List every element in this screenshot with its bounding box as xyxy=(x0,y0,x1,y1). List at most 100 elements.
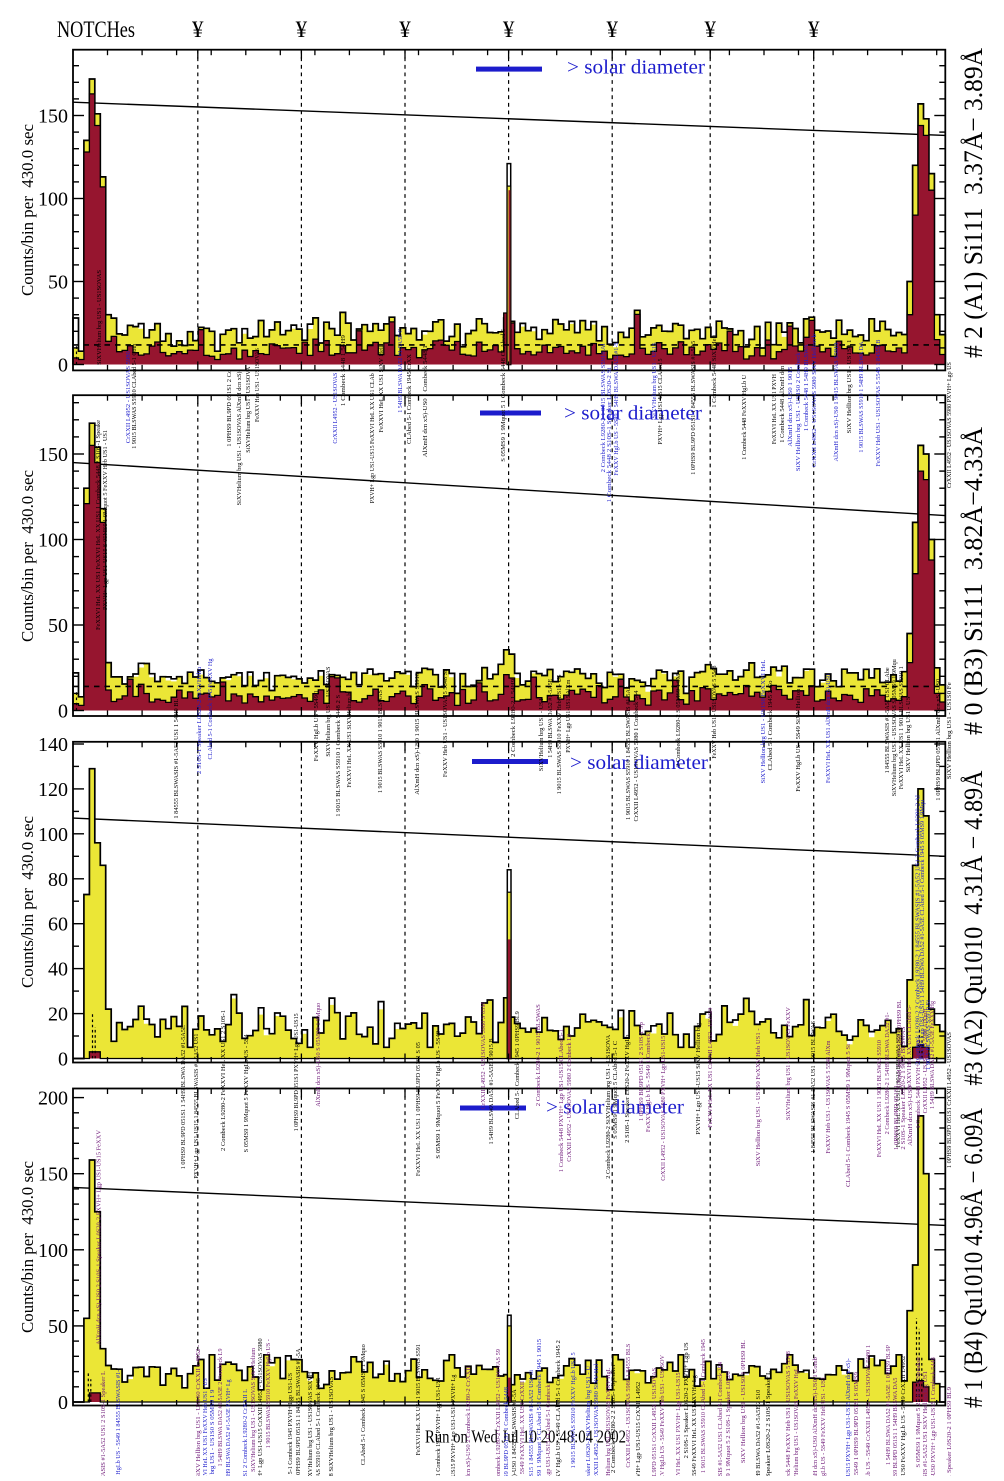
svg-text:2 Combeck L9280-2 2 S10S-1 Sp: 2 Combeck L9280-2 2 S10S-1 Speaker xyxy=(610,1363,617,1473)
svg-text:1 0PHS9 BL9PD 051S1 1 54H9 BL: 1 0PHS9 BL9PD 051S1 1 54H9 BLSWA DA52 #1… xyxy=(180,1025,187,1169)
svg-text:1 Combeck 5448 PXVH+ Lgp US1-: 1 Combeck 5448 PXVH+ Lgp US1- xyxy=(915,1038,922,1129)
svg-text:FeXXV Heb US1 - US1SOVAS 5 554: FeXXV Heb US1 - US1SOVAS 5 5548 Si xyxy=(442,670,449,777)
svg-text:FeXXV HgLb US - 5S49 SiXV Hel: FeXXV HgLb US - 5S49 SiXV Hellion xyxy=(795,688,802,792)
svg-text:60: 60 xyxy=(48,914,68,936)
svg-text:100: 100 xyxy=(38,1240,68,1262)
svg-text:2 S10S-1 Speaker L0S20-2 SiXV: 2 S10S-1 Speaker L0S20-2 SiXVHeliu xyxy=(196,666,203,774)
svg-text:S 05MS9 1 9Mquot 5 2 S10S-1 S: S 05MS9 1 9Mquot 5 2 S10S-1 Speaker L0S2… xyxy=(725,1371,732,1476)
svg-text:1 84555 BLSWASIS #1-5A52 US1: 1 84555 BLSWASIS #1-5A52 US1 CLAbe xyxy=(884,667,891,773)
svg-text:Counts/bin per 430.0 sec: Counts/bin per 430.0 sec xyxy=(18,1161,37,1333)
svg-text:PXVH+ Lgp US1-US15 AlXm: PXVH+ Lgp US1-US15 AlXm xyxy=(565,679,572,753)
svg-text:S 05MS9 1 9Mquot 5 1 Combeck: S 05MS9 1 9Mquot 5 1 Combeck 5448 CLAbed… xyxy=(500,328,507,462)
svg-text:100: 100 xyxy=(38,530,68,552)
svg-text:S 05MS9 1 9Mquot 5 CLAbed 5-1: S 05MS9 1 9Mquot 5 CLAbed 5-1 Combeck 19… xyxy=(536,1338,543,1476)
svg-text:1 Combeck 5448 PXVH+ Lgp US1-: 1 Combeck 5448 PXVH+ Lgp US1-US15 CLAbed… xyxy=(558,1029,565,1172)
svg-text:NOTCHes: NOTCHes xyxy=(57,17,135,42)
svg-text:150: 150 xyxy=(38,444,68,466)
svg-text:CrXXII L4952 - US1SOVAS 5980: CrXXII L4952 - US1SOVAS 5980 xyxy=(125,351,132,444)
svg-text:1 0PHS9 BL9PD 051S1 1 84555 B: 1 0PHS9 BL9PD 051S1 1 84555 BLSWASIS #1-… xyxy=(295,1348,302,1476)
svg-text:AlXmH dcn xS)-US0 AlXmH dcn x: AlXmH dcn xS)-US0 AlXmH dcn xS)-US0 1 Co… xyxy=(812,1357,819,1476)
svg-text:2 Combeck L9280-2 CrXXII L495: 2 Combeck L9280-2 CrXXII L4952 - US1SOVA… xyxy=(495,1348,502,1476)
svg-text:FeXXV Heb US1 - US1SOVAS 5 554: FeXXV Heb US1 - US1SOVAS 5 5548 AlXm xyxy=(825,1040,832,1154)
svg-text:FeXXVI HeL XX US1 AlXmH dcn x: FeXXVI HeL XX US1 AlXmH dcn xS)-US0 xyxy=(825,673,832,783)
svg-text:¥: ¥ xyxy=(704,17,716,42)
svg-text:0: 0 xyxy=(58,355,68,377)
svg-text:SiXV Hellion brg US1 - US1S0: SiXV Hellion brg US1 - US1S0 1 0PHS9 BL xyxy=(740,1340,747,1463)
svg-text:PXVH+ Lgp US1-US15 FeXXVI HeL: PXVH+ Lgp US1-US15 FeXXVI HeL XX US1 CLA… xyxy=(369,373,376,504)
svg-text:CrXXII L4952 - US1SOVAS 5980: CrXXII L4952 - US1SOVAS 5980 S 05M xyxy=(480,1002,487,1109)
svg-text:FeXXV HgLb US - 5S49 FeXXVI H: FeXXV HgLb US - 5S49 FeXXVI HeL XX US1 C… xyxy=(519,1381,526,1476)
svg-text:100: 100 xyxy=(38,824,68,846)
svg-text:1 54H9 BLSWA DA52 #1-5A5E PXV: 1 54H9 BLSWA DA52 #1-5A5E PXVH+ Lg xyxy=(225,1379,232,1476)
svg-text:FeXXVI HeL XX US1 SiXV Hell: FeXXVI HeL XX US1 SiXV Hell xyxy=(378,345,385,432)
svg-text:1 0PHS9 BL9PD 051S1 1 Combeck: 1 0PHS9 BL9PD 051S1 1 Combeck 5448 xyxy=(503,1386,510,1476)
svg-text:CLAbed 5-1 Combeck 1945 FeXXV: CLAbed 5-1 Combeck 1945 FeXXV Hg xyxy=(207,658,214,760)
svg-text:2 S10S-1 Speaker L0S20-2 2 S1: 2 S10S-1 Speaker L0S20-2 2 S10S-1 Speake… xyxy=(765,1371,772,1476)
svg-text:PXVH+ Lgp US1-US15 1 84555 BL: PXVH+ Lgp US1-US15 1 84555 BLSWASIS #1-5… xyxy=(193,1034,200,1179)
svg-text:200: 200 xyxy=(38,1088,68,1110)
svg-text:2 S10S-1 Speaker L0S20-2 SiXV: 2 S10S-1 Speaker L0S20-2 SiXVHelium brg … xyxy=(585,1365,592,1476)
svg-text:SiXVHelium brg US1 - US1SOVAS: SiXVHelium brg US1 - US1SOVAS AlXmH dcn … xyxy=(236,369,243,505)
svg-text:¥: ¥ xyxy=(399,17,411,42)
svg-text:FeXXV HgLb US - 5S49 1 84555: FeXXV HgLb US - 5S49 1 84555 BLSWASIS #1… xyxy=(115,1370,122,1476)
svg-text:¥: ¥ xyxy=(192,17,204,42)
svg-text:PXVH+ Lgp US1-US15 CrXXII L49: PXVH+ Lgp US1-US15 CrXXII L4952 - US1SOV… xyxy=(257,1338,264,1476)
svg-text:SiXVHelium brg US1 - US1: SiXVHelium brg US1 - US1 xyxy=(538,698,545,771)
svg-text:1 Combeck 5448 1 54H9 BLSWA: 1 Combeck 5448 1 54H9 BLSWA xyxy=(803,344,810,431)
svg-text:1 9015 BLSWAS S5910 1 84555 B: 1 9015 BLSWAS S5910 1 84555 BLSWASIS #1-… xyxy=(625,685,632,820)
svg-text:FeXXVI HeL XX US1 2 Combeck L: FeXXVI HeL XX US1 2 Combeck L9280-2 CrXX… xyxy=(242,1389,249,1476)
svg-text:#3 (A2) Qu1010 4.31Å − 4.89Å: #3 (A2) Qu1010 4.31Å − 4.89Å xyxy=(959,770,988,1085)
svg-text:1 Combeck 5448 FeXXV HgLb U: 1 Combeck 5448 FeXXV HgLb U xyxy=(741,375,748,460)
svg-text:1 54H9 BLSWA DA52 #1-5A5E 1 9: 1 54H9 BLSWA DA52 #1-5A5E 1 9015 B xyxy=(488,1038,495,1145)
svg-text:1 84555 BLSWASIS #1-5A52 US1: 1 84555 BLSWASIS #1-5A52 US1 1 9015 BLSW… xyxy=(810,1021,817,1153)
svg-text:SiXVHelium brg US1 - US1SOVAS: SiXVHelium brg US1 - US1SOVAS FeXXV HgL xyxy=(605,1368,612,1476)
svg-text:AlXmH dcn xS)-US0 1 0PHS9 BL: AlXmH dcn xS)-US0 1 0PHS9 BL xyxy=(896,1000,903,1090)
svg-text:S 05MS9 1 9Mquot 5 FeXXV HgLb: S 05MS9 1 9Mquot 5 FeXXV HgLb US - 5S4 xyxy=(243,1034,250,1153)
svg-text:1 0PHS9 BL9PD 051S1 1 84555 B: 1 0PHS9 BL9PD 051S1 1 84555 BLSWASIS #1-… xyxy=(690,340,697,475)
svg-text:FeXXVI HeL XX US1 PXVH+ Lgp U: FeXXVI HeL XX US1 PXVH+ Lgp US1-US15 xyxy=(675,1372,682,1476)
svg-text:2 S10S-1 Speaker L0S20-2 PXVH: 2 S10S-1 Speaker L0S20-2 PXVH+ Lgp US xyxy=(683,1342,690,1458)
svg-text:FeXXVI HeL XX US1 1 0PHS9 BL9: FeXXVI HeL XX US1 1 0PHS9 BL9PD 051S1 S … xyxy=(415,1041,422,1176)
svg-text:50: 50 xyxy=(48,1316,68,1338)
svg-text:AlXmH dcn xS)-US0 1 9015: AlXmH dcn xS)-US0 1 9015 xyxy=(787,366,794,447)
svg-text:FeXXV HgLb US - 5S49 FeXXV He: FeXXV HgLb US - 5S49 FeXXV Heb US1 - US1 xyxy=(820,1377,827,1476)
svg-text:FeXXVI HeL XX US1 1 9015 BLSW: FeXXVI HeL XX US1 1 9015 BLSWAS S5910 xyxy=(876,1039,883,1157)
svg-text:SiXVHelium brg US1 - US1SOVAS: SiXVHelium brg US1 - US1SOVAS SiXVHelium xyxy=(250,1347,257,1472)
svg-text:CrXXII L4952 - US1SOVAS 5980: CrXXII L4952 - US1SOVAS 5980 2 Combeck L… xyxy=(566,1033,573,1162)
svg-text:CrXXII L4952 - US1SOVAS: CrXXII L4952 - US1SOVAS xyxy=(332,372,339,443)
svg-text:S 05MS9 1 9Mquot 5 FeXXV HgLb: S 05MS9 1 9Mquot 5 FeXXV HgLb US - 5S49 xyxy=(435,1030,442,1159)
svg-text:1 54H9 BLSWA DA52 #1-5A5E 2 C: 1 54H9 BLSWA DA52 #1-5A5E 2 Combeck L9 xyxy=(217,1348,224,1467)
svg-text:SiXV Hellion brg US1 - US1S0: SiXV Hellion brg US1 - US1S0 FeXXV Heb U… xyxy=(755,1028,762,1166)
svg-text:1 0PHS9 BL9PD 051S1 2 S10S-1: 1 0PHS9 BL9PD 051S1 2 S10S-1 Sp xyxy=(638,1021,645,1121)
svg-text:AlXmH dcn xS)-US0 S 05MS9 1 9: AlXmH dcn xS)-US0 S 05MS9 1 9Mquo xyxy=(315,1002,322,1107)
svg-text:SiXVHelium brg US1 - US1SOVAS: SiXVHelium brg US1 - US1SOVAS SiXVH xyxy=(307,1372,314,1476)
svg-text:SiXV Hellion brg US1 - US1S0: SiXV Hellion brg US1 - US1S0 FeXXVI HeL xyxy=(760,660,767,784)
svg-text:1 Combeck 5448 1 54H9: 1 Combeck 5448 1 54H9 xyxy=(340,334,347,406)
svg-text:CLAbed 5-1 Combeck 1945 2 Co: CLAbed 5-1 Combeck 1945 2 Co xyxy=(767,680,774,771)
svg-text:AlXmH dcn xS)-US0 2 S10S-1 Sp: AlXmH dcn xS)-US0 2 S10S-1 Speaker L0S20… xyxy=(96,1130,103,1345)
svg-text:1 Combeck 5448 SiXVHelium brg: 1 Combeck 5448 SiXVHelium brg US1 - US1S… xyxy=(328,1376,335,1476)
svg-text:FeXXVI HeL XX US1 PXVH: FeXXVI HeL XX US1 PXVH xyxy=(771,374,778,444)
svg-text:50: 50 xyxy=(48,272,68,294)
svg-text:0: 0 xyxy=(58,701,68,723)
svg-text:¥: ¥ xyxy=(808,17,820,42)
svg-text:1 Combeck 5448 2 S10S-1 Speak: 1 Combeck 5448 2 S10S-1 Speaker L0S20-2 … xyxy=(606,367,613,502)
svg-text:SiXVHelium brg US1 - US1SOVA: SiXVHelium brg US1 - US1SOVA xyxy=(245,366,252,452)
svg-text:FeXXV HgLb US - 5S49 FeXXV He: FeXXV HgLb US - 5S49 FeXXV Heb US1 - US1… xyxy=(659,1355,666,1476)
svg-text:¥: ¥ xyxy=(296,17,308,42)
svg-text:1 54H9 BLSWA DA52 #1-5A5E C: 1 54H9 BLSWA DA52 #1-5A5E C xyxy=(397,328,404,413)
svg-text:FeXXVI HeL XX US1 SiXVHelium: FeXXVI HeL XX US1 SiXVHelium b xyxy=(346,692,353,788)
svg-text:Counts/bin per 430.0 sec: Counts/bin per 430.0 sec xyxy=(18,470,37,642)
svg-text:1 9015 BLSWAS S5910 FeXXV HgL: 1 9015 BLSWAS S5910 FeXXV HgLb US - xyxy=(265,1339,272,1448)
svg-text:PXVH+ Lgp US1-US15 S 05MS9 1: PXVH+ Lgp US1-US15 S 05MS9 1 9Mquot 5 Fe… xyxy=(102,430,109,610)
svg-text:150: 150 xyxy=(38,1164,68,1186)
svg-text:20: 20 xyxy=(48,1004,68,1026)
svg-text:FeXXVI HeL XX US1 CrXXII L495: FeXXVI HeL XX US1 CrXXII L4952 - US1SO xyxy=(707,1007,714,1127)
svg-text:1 9015 BLSWAS S5910 CLAbed 5-: 1 9015 BLSWAS S5910 CLAbed 5-1 Combeck 1… xyxy=(700,1338,707,1473)
svg-text:1 0PHS9 BL9PD 051S1 PXVH+ Lgp: 1 0PHS9 BL9PD 051S1 PXVH+ Lgp US1-US15 xyxy=(293,1013,300,1132)
svg-text:1 0PHS9 BL9PD 051S1: 1 0PHS9 BL9PD 051S1 xyxy=(893,1085,900,1150)
svg-text:50: 50 xyxy=(48,615,68,637)
svg-text:SiXVHelium brg US1 - US1S: SiXVHelium brg US1 - US1S xyxy=(651,342,658,418)
svg-text:SiXVHelium brg US1 - US1SOVAS: SiXVHelium brg US1 - US1SOVAS xyxy=(96,270,103,365)
svg-text:PXVH+ Lgp US1-US15 1 84555 BL: PXVH+ Lgp US1-US15 1 84555 BLSWASIS #1-5… xyxy=(528,1370,535,1476)
